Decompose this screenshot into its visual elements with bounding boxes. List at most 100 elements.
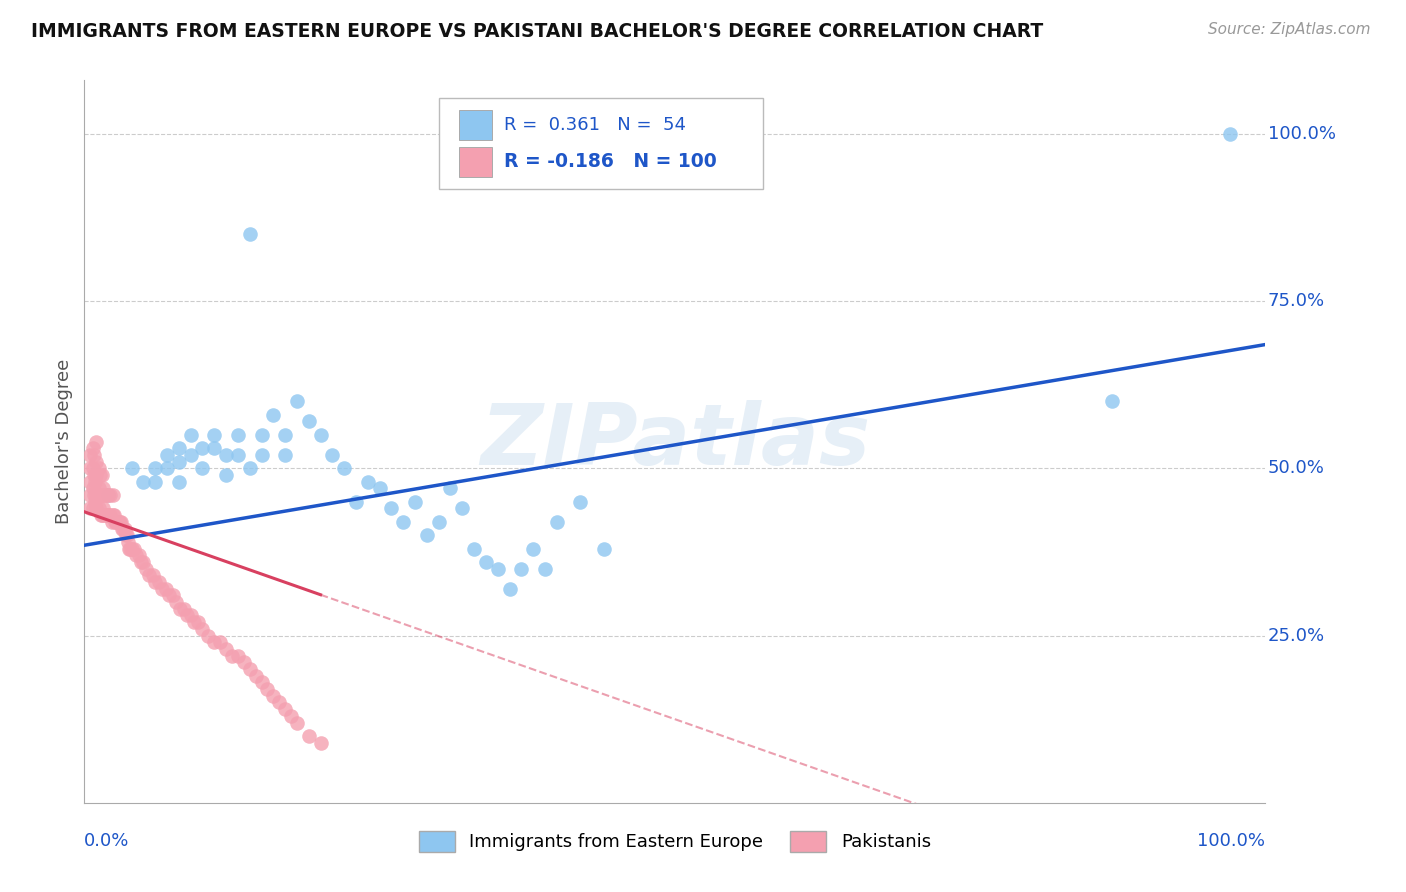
Point	[112, 521, 135, 535]
Point	[486, 562, 509, 576]
Point	[129, 555, 152, 569]
Point	[463, 541, 485, 556]
Point	[118, 541, 141, 556]
Point	[84, 455, 107, 469]
Point	[79, 475, 101, 489]
Point	[115, 528, 138, 542]
Point	[104, 515, 127, 529]
Point	[226, 448, 249, 462]
Point	[83, 448, 105, 462]
Point	[100, 515, 122, 529]
Y-axis label: Bachelor's Degree: Bachelor's Degree	[55, 359, 73, 524]
Text: R = -0.186   N = 100: R = -0.186 N = 100	[503, 153, 717, 171]
Point	[344, 494, 367, 508]
Point	[215, 467, 238, 482]
Point	[162, 589, 184, 603]
Point	[498, 582, 520, 596]
Point	[132, 555, 155, 569]
Point	[427, 515, 450, 529]
Point	[522, 541, 544, 556]
Point	[150, 582, 173, 596]
Point	[84, 467, 107, 482]
Point	[91, 501, 114, 516]
Point	[87, 461, 110, 475]
Point	[197, 628, 219, 642]
Point	[321, 448, 343, 462]
Point	[83, 488, 105, 502]
Point	[392, 515, 415, 529]
Point	[262, 408, 284, 422]
Point	[333, 461, 356, 475]
FancyBboxPatch shape	[439, 98, 763, 189]
Point	[101, 488, 124, 502]
Point	[82, 461, 104, 475]
Point	[250, 675, 273, 690]
Point	[534, 562, 557, 576]
Point	[84, 501, 107, 516]
Point	[98, 508, 121, 523]
Text: 75.0%: 75.0%	[1268, 292, 1324, 310]
Point	[202, 442, 225, 455]
Point	[122, 541, 145, 556]
Point	[101, 508, 124, 523]
Point	[93, 508, 115, 523]
Point	[569, 494, 592, 508]
Point	[280, 708, 302, 723]
Point	[546, 515, 568, 529]
Point	[176, 608, 198, 623]
Point	[262, 689, 284, 703]
Point	[83, 467, 105, 482]
Point	[97, 488, 120, 502]
Text: 50.0%: 50.0%	[1268, 459, 1324, 477]
Point	[183, 615, 205, 630]
Point	[250, 448, 273, 462]
Point	[89, 467, 111, 482]
Point	[191, 461, 214, 475]
Point	[187, 615, 209, 630]
Point	[274, 427, 297, 442]
Point	[239, 227, 262, 242]
Point	[239, 461, 262, 475]
Point	[274, 702, 297, 716]
Point	[107, 515, 129, 529]
Point	[79, 488, 101, 502]
Point	[1219, 127, 1241, 141]
Point	[114, 528, 136, 542]
Point	[309, 427, 332, 442]
Point	[221, 648, 243, 663]
Point	[143, 475, 166, 489]
Point	[215, 448, 238, 462]
Point	[93, 488, 115, 502]
Point	[167, 442, 190, 455]
Point	[155, 582, 177, 596]
Point	[269, 696, 291, 710]
Point	[368, 482, 391, 496]
Point	[121, 541, 143, 556]
Point	[191, 442, 214, 455]
Point	[226, 427, 249, 442]
Point	[215, 642, 238, 657]
Point	[84, 494, 107, 508]
Point	[416, 528, 439, 542]
Point	[91, 488, 114, 502]
Point	[103, 508, 125, 523]
Point	[79, 461, 101, 475]
Text: 100.0%: 100.0%	[1198, 831, 1265, 850]
Point	[110, 515, 132, 529]
Point	[451, 501, 474, 516]
Point	[593, 541, 616, 556]
Point	[114, 521, 136, 535]
Point	[156, 461, 179, 475]
Point	[285, 394, 308, 409]
Point	[226, 648, 249, 663]
Point	[239, 662, 262, 676]
Point	[309, 735, 332, 749]
Point	[1101, 394, 1123, 409]
Point	[128, 548, 150, 563]
Point	[111, 521, 134, 535]
Legend: Immigrants from Eastern Europe, Pakistanis: Immigrants from Eastern Europe, Pakistan…	[412, 823, 938, 859]
Point	[90, 488, 112, 502]
Point	[202, 427, 225, 442]
Point	[94, 488, 117, 502]
Point	[180, 427, 202, 442]
